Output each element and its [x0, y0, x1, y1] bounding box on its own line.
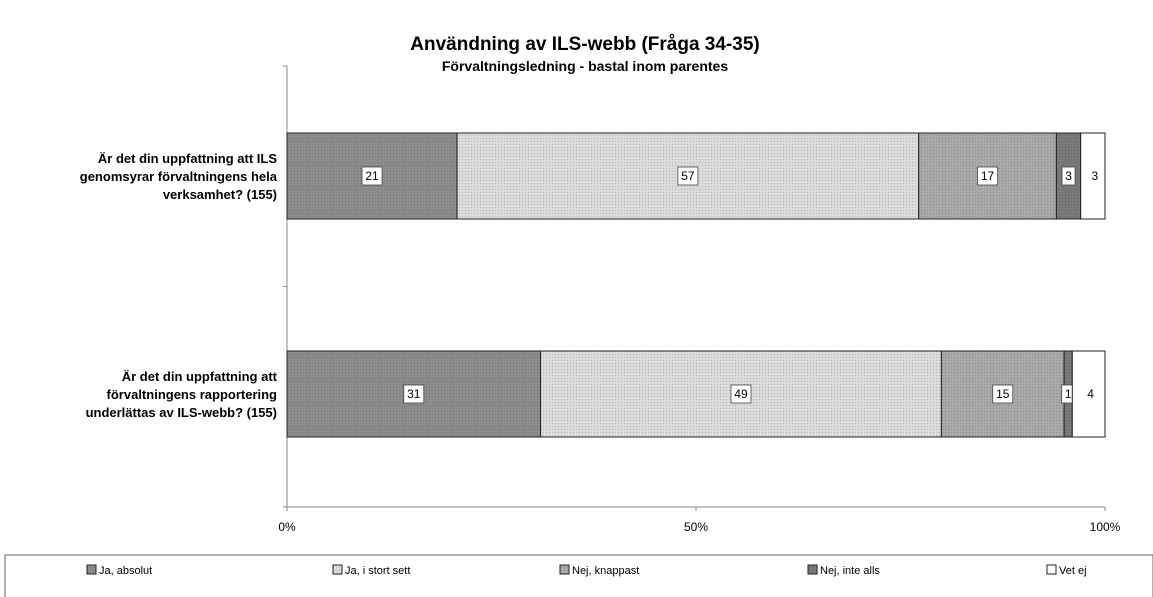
legend-label: Ja, i stort sett	[345, 565, 410, 577]
category-label: Är det din uppfattning att ILS	[98, 151, 277, 166]
x-tick-label: 0%	[278, 520, 296, 534]
x-tick-label: 50%	[684, 520, 708, 534]
category-label: genomsyrar förvaltningens hela	[80, 169, 278, 184]
data-label-box	[992, 384, 1014, 404]
data-label: 31	[407, 387, 421, 401]
data-label: 57	[681, 169, 695, 183]
legend-label: Ja, absolut	[99, 565, 152, 577]
legend-label: Nej, inte alls	[820, 565, 880, 577]
data-label-box	[977, 166, 998, 186]
legend-swatch-texture	[808, 565, 817, 574]
legend-label: Nej, knappast	[572, 565, 639, 577]
chart-title: Användning av ILS-webb (Fråga 34-35)	[410, 34, 759, 55]
data-label: 3	[1065, 169, 1072, 183]
category-label: underlättas av ILS-webb? (155)	[86, 405, 277, 420]
legend-swatch-texture	[333, 565, 342, 574]
legend-swatch-texture	[560, 565, 569, 574]
data-label: 49	[734, 387, 748, 401]
data-label: 15	[996, 387, 1010, 401]
category-label: förvaltningens rapportering	[107, 387, 278, 402]
data-label-box	[677, 166, 699, 186]
legend-label: Vet ej	[1059, 565, 1087, 577]
category-label: verksamhet? (155)	[163, 187, 277, 202]
bar-segment-5	[1080, 132, 1106, 220]
legend-frame	[4, 554, 1153, 597]
data-label: 3	[1092, 169, 1099, 183]
data-label: 17	[981, 169, 995, 183]
data-label-box	[403, 384, 425, 404]
data-label: 1	[1065, 387, 1072, 401]
data-label: 21	[365, 169, 379, 183]
chart-subtitle: Förvaltningsledning - bastal inom parent…	[442, 58, 728, 74]
legend-swatch-texture	[87, 565, 96, 574]
legend: Ja, absolut Ja, i stort sett Nej, knappast…	[4, 554, 1153, 597]
x-tick-label: 100%	[1090, 520, 1121, 534]
category-label: Är det din uppfattning att	[122, 369, 278, 384]
data-label: 4	[1087, 387, 1094, 401]
legend-swatch-5	[1046, 564, 1057, 575]
data-label-box	[730, 384, 752, 404]
data-label-box	[1061, 166, 1076, 186]
plot-area: 0% 50% 100% Är det din uppfattning att ILS g…	[80, 65, 1121, 534]
bar-segment-5	[1071, 350, 1106, 438]
data-label-box	[361, 166, 383, 186]
